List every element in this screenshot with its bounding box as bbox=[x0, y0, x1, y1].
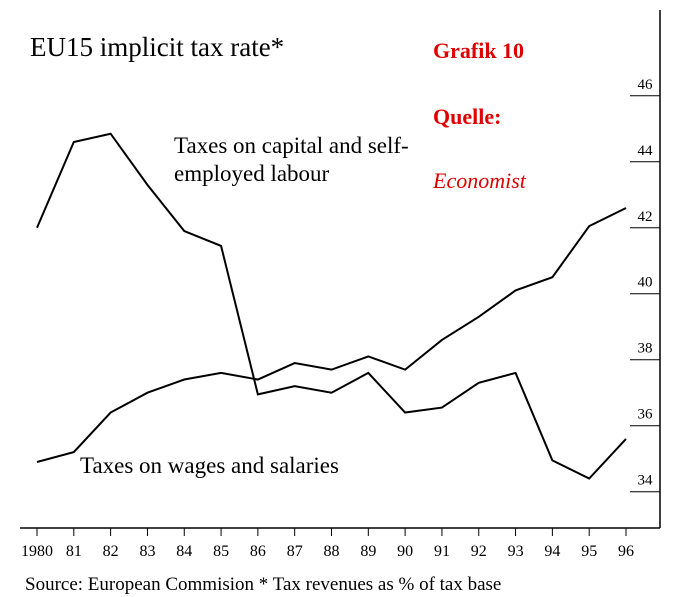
series-label: Taxes on capital and self-employed labou… bbox=[174, 133, 409, 186]
annotation: Quelle: bbox=[433, 104, 501, 129]
series-label: Taxes on wages and salaries bbox=[80, 453, 339, 478]
x-tick-label: 89 bbox=[360, 543, 376, 560]
x-tick-label: 95 bbox=[581, 543, 597, 560]
annotation: Grafik 10 bbox=[433, 38, 524, 63]
source: Source: European Commision * Tax revenue… bbox=[25, 574, 501, 595]
x-tick-label: 1980 bbox=[21, 543, 53, 560]
x-tick-label: 87 bbox=[287, 543, 303, 560]
y-tick-label: 36 bbox=[638, 407, 654, 423]
x-tick-label: 93 bbox=[508, 543, 524, 560]
x-tick-label: 90 bbox=[397, 543, 413, 560]
x-tick-label: 88 bbox=[324, 543, 340, 560]
series-line bbox=[36, 132, 627, 480]
y-tick-label: 46 bbox=[638, 77, 654, 93]
chart-title: EU15 implicit tax rate* bbox=[30, 32, 284, 62]
annotation: Economist bbox=[432, 168, 527, 193]
y-tick-label: 34 bbox=[638, 473, 654, 489]
x-tick-label: 85 bbox=[213, 543, 229, 560]
x-tick-label: 91 bbox=[434, 543, 450, 560]
x-tick-label: 83 bbox=[139, 543, 155, 560]
x-tick-label: 96 bbox=[618, 543, 634, 560]
y-tick-label: 42 bbox=[638, 209, 653, 225]
series-line bbox=[36, 207, 627, 463]
y-tick-label: 40 bbox=[638, 275, 653, 291]
y-tick-label: 38 bbox=[638, 341, 653, 357]
x-tick-label: 86 bbox=[250, 543, 266, 560]
x-tick-label: 94 bbox=[544, 543, 560, 560]
y-tick-label: 44 bbox=[638, 143, 654, 159]
x-tick-label: 84 bbox=[176, 543, 192, 560]
x-tick-label: 92 bbox=[471, 543, 487, 560]
x-tick-label: 82 bbox=[103, 543, 119, 560]
x-tick-label: 81 bbox=[66, 543, 82, 560]
